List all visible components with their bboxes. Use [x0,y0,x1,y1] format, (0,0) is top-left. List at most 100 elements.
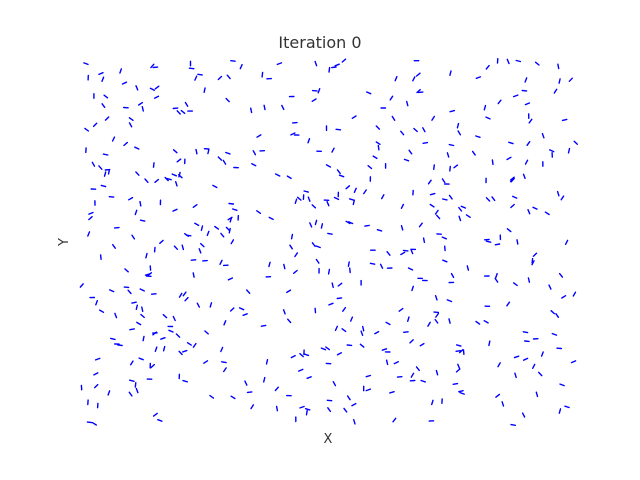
scatter-point [138,357,144,361]
scatter-point [385,359,389,366]
scatter-point [290,132,296,136]
scatter-point [219,259,223,265]
scatter-point [102,153,109,156]
scatter-point [400,251,406,256]
scatter-point [402,249,409,252]
scatter-point [290,354,296,359]
scatter-point [349,198,355,201]
scatter-point [127,289,132,295]
scatter-point [252,150,257,156]
scatter-point [422,141,429,145]
scatter-point [135,387,139,394]
scatter-point [214,225,220,230]
scatter-point [93,383,99,389]
scatter-point [336,297,343,300]
scatter-point [550,310,555,315]
scatter-point [359,343,365,348]
scatter-point [381,348,388,351]
scatter-point [508,141,514,145]
scatter-point [553,88,558,94]
scatter-point [457,363,461,370]
scatter-point [194,222,200,227]
scatter-point [276,62,283,66]
scatter-point [154,178,160,184]
scatter-point [320,347,327,351]
scatter-point [418,222,423,228]
scatter-point [307,196,311,202]
scatter-point [556,190,560,197]
scatter-point [510,203,515,209]
scatter-point [522,331,529,334]
scatter-point [149,87,156,92]
scatter-point [460,205,467,209]
scatter-point [107,390,111,396]
scatter-point [558,272,564,278]
scatter-point [385,321,391,326]
scatter-point [389,391,395,394]
scatter-point [131,301,137,304]
scatter-point [121,81,128,85]
scatter-point [541,132,545,139]
scatter-point [128,122,133,128]
scatter-point [299,352,304,358]
scatter-point [516,239,519,245]
scatter-point [363,189,367,195]
scatter-point [338,174,345,178]
scatter-point [347,261,350,267]
scatter-point [282,309,286,315]
scatter-point [410,248,414,255]
scatter-point [372,155,378,160]
scatter-point [369,262,376,265]
scatter-point [263,376,266,383]
scatter-point [196,302,201,308]
scatter-point [168,329,174,333]
scatter-point [510,423,516,426]
scatter-point [386,250,391,256]
scatter-point [434,318,439,324]
scatter-point [413,127,418,133]
scatter-point [131,234,136,240]
scatter-point [152,162,155,168]
scatter-point [458,390,464,393]
scatter-point [263,104,266,111]
scatter-point [532,206,538,210]
scatter-point [184,101,189,107]
scatter-point [394,75,398,82]
scatter-point [229,307,235,312]
scatter-point [154,346,158,352]
scatter-point [256,134,262,138]
scatter-point [448,318,451,324]
scatter-point [532,252,538,257]
scatter-point [123,141,129,147]
scatter-point [188,67,195,70]
scatter-point [336,169,341,175]
scatter-point [389,95,394,101]
scatter-point [512,94,519,98]
scatter-point [304,408,311,411]
scatter-point [287,318,292,324]
scatter-point [157,419,163,422]
scatter-point [453,164,459,169]
scatter-point [456,122,460,129]
scatter-point [315,245,321,249]
scatter-point [225,97,230,103]
scatter-point [230,239,235,245]
scatter-point [192,342,197,348]
scatter-point [178,292,183,298]
scatter-point [294,252,299,258]
scatter-point [364,224,370,227]
scatter-point [540,351,544,357]
scatter-point [181,349,188,353]
scatter-point [347,221,354,225]
scatter-point [98,71,104,76]
scatter-point [485,116,491,120]
scatter-point [427,321,431,327]
scatter-point [449,165,451,172]
scatter-point [374,330,380,335]
scatter-point [400,224,404,231]
scatter-point [227,277,234,281]
scatter-point [434,209,439,215]
scatter-point [306,376,312,379]
scatter-point [522,357,529,361]
scatter-point [103,94,109,99]
